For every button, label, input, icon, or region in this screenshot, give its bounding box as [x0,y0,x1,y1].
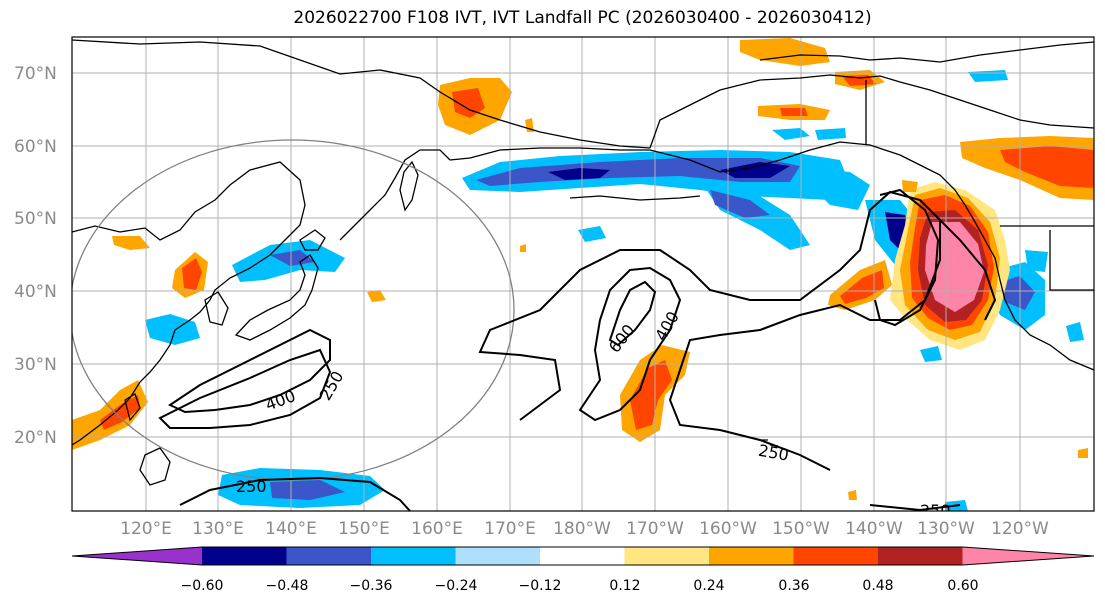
lon-label: 160°E [411,519,463,539]
colorbar-bin [202,547,287,565]
negative-anomaly-region [270,480,345,500]
map-frame [71,36,1095,512]
positive-anomaly-region [848,490,857,500]
colorbar-tick-label: 0.60 [947,578,978,594]
negative-anomaly-region [1025,250,1048,272]
colorbar-bin [455,547,540,565]
colorbar-tick-label: −0.36 [350,578,393,594]
lat-label: 50°N [14,209,57,229]
lon-label: 150°E [338,519,390,539]
longitude-axis: 120°E 130°E 140°E 150°E 160°E 170°E 180°… [120,519,1049,539]
lat-label: 40°N [14,282,57,302]
range-circle [72,139,515,481]
lon-label: 120°E [120,519,172,539]
lon-label: 150°W [772,519,830,539]
lat-label: 70°N [14,64,57,84]
colorbar-tick-label: −0.12 [519,578,562,594]
lat-label: 20°N [14,428,57,448]
colorbar-bin [371,547,456,565]
positive-anomaly-region [902,180,918,192]
ivt-contour-250-se [869,504,961,511]
colorbar-bin [540,547,625,565]
colorbar-tick-label: 0.36 [778,578,809,594]
lon-label: 140°E [265,519,317,539]
positive-anomaly-region [740,38,830,66]
colorbar-bin [624,547,709,565]
colorbar-tick-label: −0.60 [181,578,224,594]
colorbar-extend-low [72,547,202,565]
positive-anomaly-region [520,244,526,252]
negative-anomaly-region [270,250,315,266]
positive-anomaly-region [182,258,202,290]
positive-anomaly-region [367,290,386,302]
latitude-axis: 70°N 60°N 50°N 40°N 30°N 20°N [14,64,57,448]
negative-anomaly-region [968,70,1008,82]
colorbar-extend-high [962,547,1094,565]
negative-anomaly-region [578,226,606,242]
colorbar-bin [286,547,371,565]
ivt-contour-400-east [578,266,682,422]
ivt-contour-250-west [158,348,332,429]
lon-label: 130°E [192,519,244,539]
map-gridlines [72,37,1094,511]
colorbar-tick-label: −0.48 [266,578,309,594]
positive-anomaly-region [840,270,884,304]
lon-label: 130°W [917,519,975,539]
negative-anomaly-region [920,346,942,362]
colorbar [71,546,1095,566]
lon-label: 170°W [626,519,684,539]
contour-label: 250 [920,501,951,520]
positive-anomaly-region [630,360,672,430]
lon-label: 160°W [699,519,757,539]
ivt-contour-400-west [167,328,331,414]
map-content: 600 400 400 250 250 250 250 [72,37,1094,520]
colorbar-bin [709,547,794,565]
negative-anomaly-region [1000,276,1035,310]
colorbar-ticks: −0.60 −0.48 −0.36 −0.24 −0.12 0.12 0.24 … [181,578,979,594]
lat-label: 60°N [14,137,57,157]
positive-anomaly-region [100,395,140,430]
positive-anomaly-region [452,88,485,118]
negative-anomaly-region [815,128,846,140]
positive-anomaly-region [1000,146,1094,188]
colorbar-tick-label: 0.48 [862,578,893,594]
negative-anomaly-region [476,158,800,186]
colorbar-tick-label: 0.12 [609,578,640,594]
colorbar-bin [878,547,963,565]
negative-anomaly-region [810,168,870,210]
lon-label: 120°W [991,519,1049,539]
lon-label: 170°E [484,519,536,539]
colorbar-bin [793,547,878,565]
negative-anomaly-region [710,190,770,218]
contour-label: 250 [236,477,267,496]
positive-anomaly-region [1078,448,1088,458]
colorbar-outline [71,546,1095,566]
ivt-contours [158,188,997,511]
colorbar-tick-label: −0.24 [435,578,478,594]
positive-anomaly-region [780,108,808,116]
lon-label: 180°W [553,519,611,539]
negative-anomaly-region [548,168,610,180]
lat-label: 30°N [14,355,57,375]
positive-anomaly-region [112,236,150,250]
ivt-contour-250-east [478,190,941,471]
ivt-contour-250-south [179,476,411,511]
negative-anomaly-region [720,162,790,178]
negative-anomaly-region [1066,322,1084,342]
ivt-contour-250-ne2 [919,199,997,321]
map-title: 2026022700 F108 IVT, IVT Landfall PC (20… [293,8,872,28]
ivt-contour-600 [608,280,657,347]
colorbar-tick-label: 0.24 [693,578,724,594]
lon-label: 140°W [845,519,903,539]
ivt-contour-250-ne [874,188,940,327]
